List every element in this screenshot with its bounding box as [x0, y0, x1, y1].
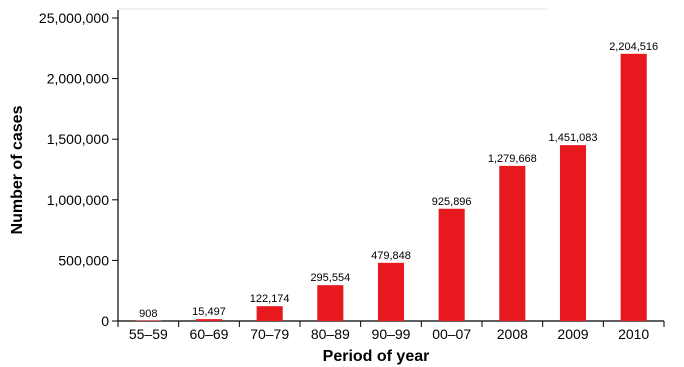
x-tick-label: 90–99 — [372, 326, 411, 342]
bar-data-label: 479,848 — [371, 250, 411, 262]
x-tick-label: 60–69 — [190, 326, 229, 342]
y-tick-label: 500,000 — [58, 252, 109, 268]
x-tick-label: 2009 — [557, 326, 588, 342]
bar-data-label: 1,279,668 — [488, 153, 537, 165]
bar — [559, 145, 587, 321]
bar — [317, 285, 344, 321]
bar — [256, 306, 283, 321]
bar — [377, 262, 405, 321]
x-tick-label: 80–89 — [311, 326, 350, 342]
x-tick-label: 55–59 — [129, 326, 168, 342]
bar — [135, 320, 162, 321]
bar-data-label: 122,174 — [250, 293, 290, 305]
bar-data-label: 925,896 — [432, 196, 472, 208]
bar — [499, 165, 526, 321]
x-tick-label: 2010 — [618, 326, 649, 342]
bar — [195, 319, 223, 321]
bar-data-label: 295,554 — [310, 272, 350, 284]
x-axis-title: Period of year — [323, 348, 430, 365]
bar-data-label: 15,497 — [192, 306, 226, 318]
bar — [620, 53, 647, 322]
bar-data-label: 1,451,083 — [549, 132, 598, 144]
x-tick-label: 2008 — [497, 326, 528, 342]
y-tick-label: 1,000,000 — [47, 192, 109, 208]
bars-layer — [135, 53, 647, 322]
y-tick-label: 0 — [101, 313, 109, 329]
y-tick-label: 25,000,000 — [39, 10, 109, 26]
bar-data-label: 2,204,516 — [609, 41, 658, 53]
y-tick-label: 1,500,000 — [47, 131, 109, 147]
bar-data-label: 908 — [139, 308, 157, 320]
y-tick-label: 2,000,000 — [47, 71, 109, 87]
bar — [438, 208, 465, 321]
x-tick-label: 70–79 — [250, 326, 289, 342]
y-axis-title: Number of cases — [9, 105, 26, 234]
labels-layer: 55–59 908 60–69 15,497 70–79 122,174 80–89 295,… — [129, 41, 658, 342]
x-tick-label: 00–07 — [432, 326, 471, 342]
